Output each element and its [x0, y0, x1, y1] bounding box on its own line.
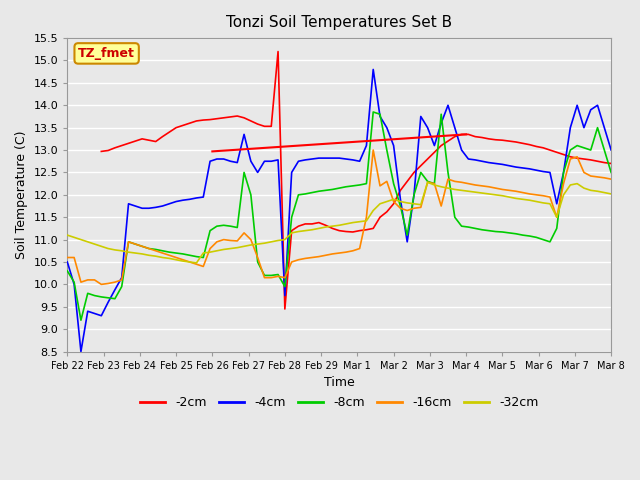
- X-axis label: Time: Time: [324, 376, 355, 389]
- Title: Tonzi Soil Temperatures Set B: Tonzi Soil Temperatures Set B: [226, 15, 452, 30]
- Y-axis label: Soil Temperature (C): Soil Temperature (C): [15, 131, 28, 259]
- Text: TZ_fmet: TZ_fmet: [78, 47, 135, 60]
- Legend: -2cm, -4cm, -8cm, -16cm, -32cm: -2cm, -4cm, -8cm, -16cm, -32cm: [135, 391, 543, 414]
